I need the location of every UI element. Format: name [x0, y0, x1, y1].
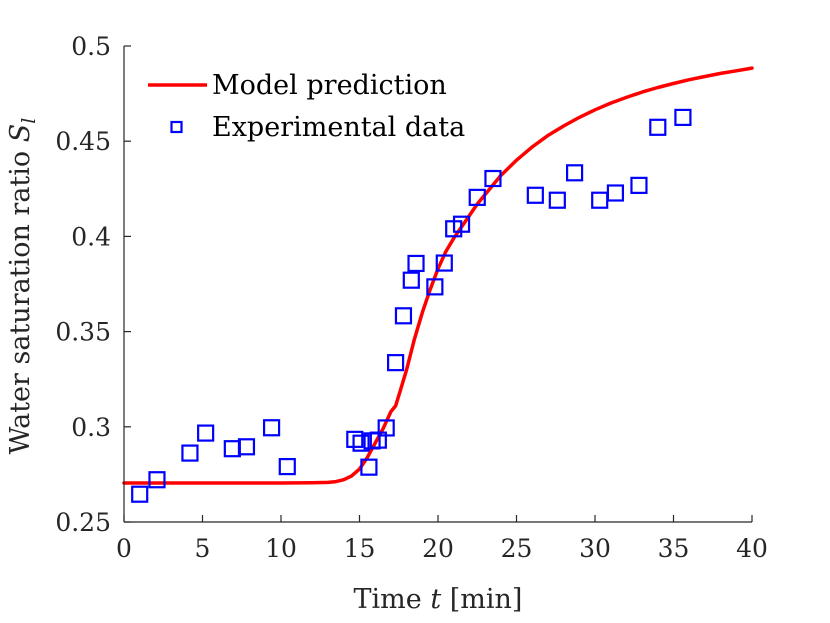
y-tick-label: 0.3 [71, 413, 111, 442]
experimental-series [131, 108, 692, 503]
x-tick-label: 35 [658, 534, 690, 563]
experimental-point [426, 278, 444, 296]
experimental-point [394, 307, 413, 325]
x-tick-label: 0 [116, 534, 132, 563]
model-prediction-line [122, 66, 754, 485]
experimental-point [352, 434, 370, 452]
experimental-point [346, 430, 364, 448]
experimental-point [548, 191, 566, 209]
y-ticks: 0.25 0.3 0.35 0.4 0.45 0.5 [55, 32, 131, 537]
legend: Model prediction Experimental data [148, 70, 465, 143]
y-axis-label: Water saturation ratio Sl [5, 118, 40, 455]
x-tick-label: 10 [265, 534, 297, 563]
experimental-point [278, 457, 296, 476]
experimental-point [565, 164, 584, 182]
experimental-point [237, 438, 256, 456]
x-tick-label: 5 [195, 534, 211, 563]
experimental-point [526, 186, 544, 204]
x-ticks: 0 5 10 15 20 25 30 35 40 [116, 515, 768, 563]
y-tick-label: 0.45 [55, 127, 111, 156]
x-tick-label: 30 [579, 534, 611, 563]
x-axis-label: Time t [min] [354, 584, 523, 615]
experimental-point [360, 458, 378, 476]
y-tick-label: 0.25 [55, 508, 111, 537]
experimental-point [131, 485, 149, 503]
experimental-point [181, 444, 199, 462]
experimental-point [452, 215, 471, 233]
experimental-point [630, 176, 648, 194]
experimental-point [387, 354, 405, 372]
model-series [122, 66, 754, 485]
experimental-point [197, 424, 215, 442]
experimental-point [674, 108, 692, 127]
x-tick-label: 15 [344, 534, 376, 563]
x-tick-label: 20 [422, 534, 454, 563]
experimental-point [377, 419, 395, 437]
experimental-point [484, 169, 502, 188]
experimental-point [649, 118, 667, 136]
legend-experimental-label: Experimental data [212, 112, 465, 143]
experimental-point [148, 471, 166, 489]
experimental-point [402, 271, 420, 289]
experimental-point [407, 254, 425, 273]
legend-experimental-swatch [170, 120, 183, 134]
x-tick-label: 25 [501, 534, 533, 563]
y-tick-label: 0.5 [71, 32, 111, 61]
experimental-point [468, 188, 486, 206]
plot-area [122, 66, 754, 503]
y-tick-label: 0.35 [55, 318, 111, 347]
experimental-point [435, 254, 453, 272]
y-tick-label: 0.4 [71, 222, 111, 251]
x-tick-label: 40 [736, 534, 768, 563]
experimental-point [262, 419, 281, 437]
legend-model-label: Model prediction [212, 70, 447, 101]
experimental-point [606, 184, 625, 202]
